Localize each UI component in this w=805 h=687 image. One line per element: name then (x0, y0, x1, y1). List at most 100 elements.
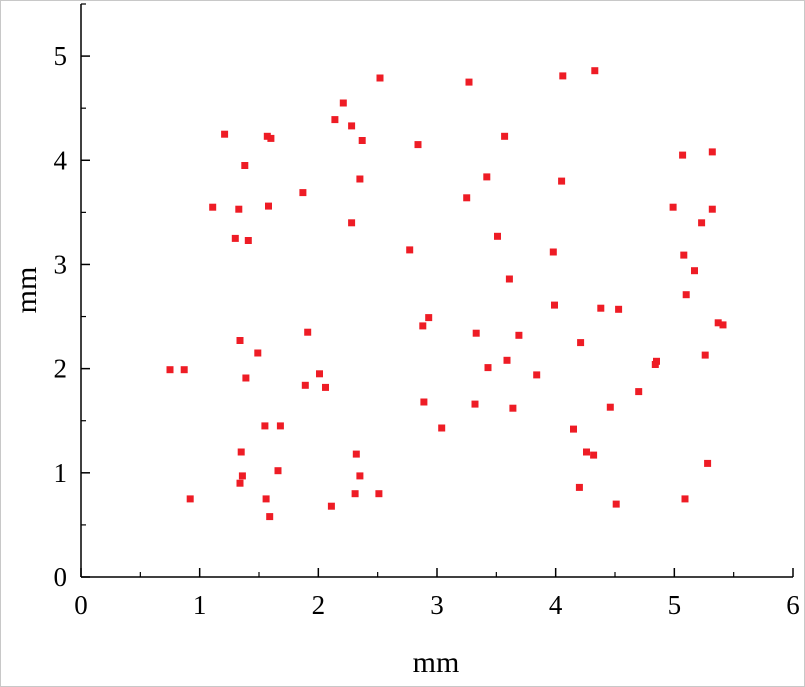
data-point (583, 448, 590, 456)
data-point (612, 500, 620, 508)
data-point (356, 175, 364, 183)
data-point (301, 381, 309, 389)
data-point (242, 374, 250, 382)
data-point (483, 173, 491, 181)
data-point (551, 301, 558, 309)
x-tick-label: 3 (430, 590, 444, 620)
data-point (235, 205, 243, 213)
data-point (352, 450, 360, 458)
x-axis-label: mm (413, 646, 460, 679)
data-point (316, 370, 323, 378)
data-point (304, 328, 312, 336)
data-point (221, 130, 229, 138)
data-point (471, 400, 479, 408)
data-point (635, 388, 643, 396)
axis-ticks: 0 1 2 3 4 5 6 0 1 2 3 4 5 (54, 3, 800, 620)
x-tick-label: 4 (549, 590, 563, 620)
data-point (348, 219, 356, 227)
data-point (708, 205, 716, 213)
data-point (244, 237, 252, 244)
data-point (494, 232, 501, 240)
data-point (419, 322, 427, 330)
data-point (653, 357, 660, 365)
data-point (505, 275, 513, 283)
data-point (186, 495, 194, 503)
data-point (698, 219, 706, 227)
data-point (209, 203, 217, 211)
data-point (590, 451, 598, 459)
data-point (327, 502, 335, 510)
x-tick-label: 0 (74, 590, 88, 620)
data-point (701, 351, 709, 359)
data-point (704, 459, 712, 467)
y-tick-label: 5 (54, 41, 68, 71)
data-point (559, 72, 567, 80)
data-point (414, 141, 422, 149)
data-point (681, 495, 689, 503)
data-point (503, 356, 511, 364)
data-point (425, 314, 433, 322)
data-point (331, 116, 339, 124)
data-point (597, 304, 605, 312)
data-point (262, 495, 270, 503)
data-point (267, 134, 275, 142)
x-tick-label: 6 (786, 590, 800, 620)
data-point (591, 67, 599, 75)
data-point (166, 366, 174, 374)
data-point (356, 472, 364, 480)
data-point (266, 513, 274, 521)
data-point (606, 403, 614, 411)
data-point (501, 132, 509, 140)
data-point (570, 425, 577, 433)
data-point (238, 472, 246, 480)
y-tick-label: 4 (54, 145, 68, 175)
x-tick-label: 5 (668, 590, 682, 620)
data-points (166, 67, 727, 521)
data-point (438, 424, 446, 432)
data-point (406, 246, 414, 254)
data-point (691, 267, 698, 275)
data-point (241, 162, 249, 169)
data-point (274, 467, 282, 475)
data-point (669, 203, 677, 211)
plot-axes (80, 4, 793, 578)
data-point (231, 234, 239, 242)
data-point (472, 329, 480, 337)
data-point (549, 248, 557, 256)
data-point (515, 331, 523, 339)
data-point (236, 479, 244, 487)
data-point (376, 74, 384, 82)
data-point (682, 291, 690, 299)
data-point (254, 349, 262, 357)
data-point (708, 148, 716, 156)
data-point (420, 398, 428, 406)
data-point (577, 339, 585, 347)
data-point (484, 364, 492, 372)
y-tick-label: 0 (54, 562, 68, 592)
x-tick-label: 2 (312, 590, 326, 620)
data-point (509, 404, 517, 412)
data-point (276, 422, 284, 430)
data-point (465, 78, 473, 86)
data-point (558, 177, 566, 185)
data-point (322, 383, 329, 391)
data-point (533, 371, 541, 379)
y-tick-label: 2 (54, 354, 68, 384)
data-point (575, 483, 583, 491)
data-point (265, 202, 272, 210)
data-point (237, 448, 245, 456)
data-point (351, 490, 359, 498)
data-point (679, 151, 687, 159)
data-point (680, 251, 688, 259)
data-point (615, 305, 623, 313)
data-point (714, 319, 722, 327)
data-point (348, 122, 356, 130)
data-point (180, 366, 188, 374)
data-point (463, 194, 471, 202)
data-point (358, 137, 366, 144)
y-axis-label: mm (10, 267, 43, 314)
data-point (375, 490, 383, 498)
data-point (719, 321, 727, 329)
y-tick-label: 1 (54, 458, 68, 488)
